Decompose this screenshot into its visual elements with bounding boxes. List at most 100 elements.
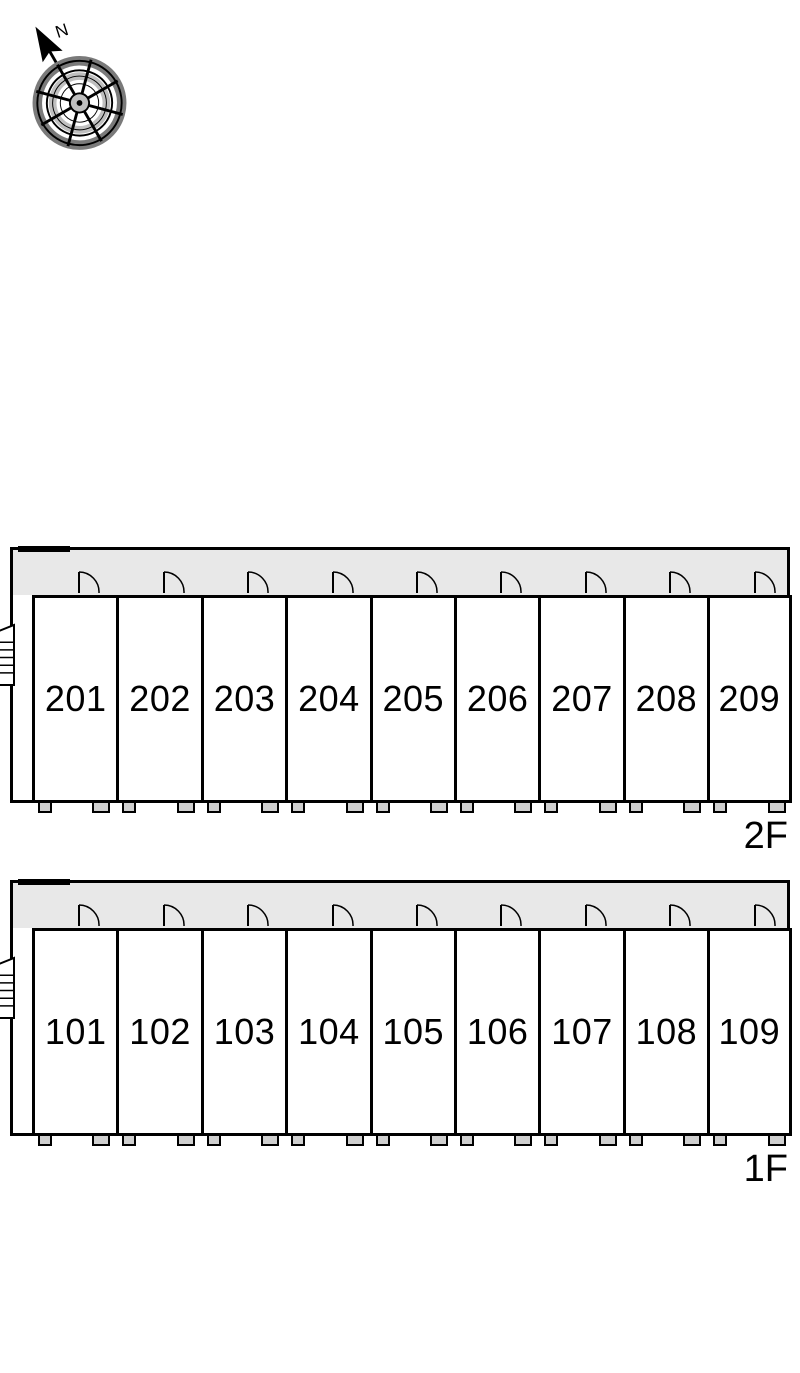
balcony-notch: [92, 1136, 110, 1146]
balcony-notch: [430, 803, 448, 813]
floor-1: 101 102 103 104 105 106 107 108 109 1F: [10, 880, 790, 1196]
unit-label: 104: [298, 1011, 360, 1053]
door-swing-icon: [500, 571, 522, 593]
unit-106: 106: [454, 928, 538, 1136]
door-swing-icon: [163, 904, 185, 926]
top-accent-bar: [18, 546, 70, 552]
top-accent-bar: [18, 879, 70, 885]
unit-label: 209: [719, 678, 781, 720]
unit-108: 108: [623, 928, 707, 1136]
unit-label: 207: [551, 678, 613, 720]
unit-207: 207: [538, 595, 622, 803]
unit-label: 109: [719, 1011, 781, 1053]
balcony-notch: [207, 803, 221, 813]
door-swing-icon: [332, 571, 354, 593]
compass-icon: N: [22, 10, 137, 165]
balcony-notch: [629, 803, 643, 813]
floor-2: 201 202 203 204 205206 207 208 209 2F: [10, 547, 790, 863]
door-swing-icon: [416, 571, 438, 593]
balcony-notch: [261, 803, 279, 813]
door-swing-icon: [163, 571, 185, 593]
unit-202: 202: [116, 595, 200, 803]
balcony-notch: [376, 803, 390, 813]
door-swing-icon: [585, 904, 607, 926]
unit-109: 109: [707, 928, 791, 1136]
balcony-notch: [599, 1136, 617, 1146]
balcony-notch: [346, 1136, 364, 1146]
unit-105: 105: [370, 928, 454, 1136]
unit-label: 101: [45, 1011, 107, 1053]
floor-label: 1F: [744, 1148, 788, 1191]
unit-104: 104: [285, 928, 369, 1136]
door-swing-icon: [247, 571, 269, 593]
unit-208: 208: [623, 595, 707, 803]
balcony-notch: [261, 1136, 279, 1146]
unit-label: 203: [214, 678, 276, 720]
door-swing-icon: [416, 904, 438, 926]
unit-209: 209: [707, 595, 791, 803]
unit-label: 205: [382, 678, 444, 720]
unit-label: 201: [45, 678, 107, 720]
balcony-notch: [177, 803, 195, 813]
balcony-notch: [376, 1136, 390, 1146]
unit-label: 202: [129, 678, 191, 720]
door-swing-icon: [332, 904, 354, 926]
balcony-notch: [207, 1136, 221, 1146]
unit-row: 101 102 103 104 105 106 107 108 109: [32, 928, 792, 1136]
unit-204: 204: [285, 595, 369, 803]
balcony-notch: [460, 803, 474, 813]
door-swing-icon: [669, 904, 691, 926]
balcony-notch: [514, 803, 532, 813]
balcony-notch: [92, 803, 110, 813]
unit-row: 201 202 203 204 205206 207 208 209: [32, 595, 792, 803]
unit-203: 203: [201, 595, 285, 803]
unit-201: 201: [32, 595, 116, 803]
balcony-notch: [460, 1136, 474, 1146]
unit-label: 102: [129, 1011, 191, 1053]
unit-label: 107: [551, 1011, 613, 1053]
stairs-icon: [0, 956, 16, 1020]
door-swing-icon: [78, 571, 100, 593]
unit-label: 204: [298, 678, 360, 720]
balcony-notch: [629, 1136, 643, 1146]
floorplan-canvas: N 201 202 203 204 205206 207 208 209: [0, 0, 800, 1373]
door-swing-icon: [247, 904, 269, 926]
floor-label: 2F: [744, 815, 788, 858]
balcony-notch: [544, 803, 558, 813]
unit-label: 208: [636, 678, 698, 720]
unit-label: 108: [636, 1011, 698, 1053]
balcony-notch: [122, 1136, 136, 1146]
balcony-notch: [346, 803, 364, 813]
unit-101: 101: [32, 928, 116, 1136]
unit-206: 206: [454, 595, 538, 803]
door-swing-icon: [669, 571, 691, 593]
door-swing-icon: [500, 904, 522, 926]
balcony-notch: [430, 1136, 448, 1146]
unit-label: 106: [467, 1011, 529, 1053]
unit-205: 205: [370, 595, 454, 803]
balcony-notch: [768, 1136, 786, 1146]
door-swing-icon: [585, 571, 607, 593]
door-swing-icon: [754, 904, 776, 926]
balcony-notch: [122, 803, 136, 813]
balcony-notch: [683, 1136, 701, 1146]
unit-102: 102: [116, 928, 200, 1136]
door-swing-icon: [754, 571, 776, 593]
balcony-notch: [514, 1136, 532, 1146]
stairs-icon: [0, 623, 16, 687]
svg-text:N: N: [53, 19, 71, 42]
unit-103: 103: [201, 928, 285, 1136]
balcony-notch: [544, 1136, 558, 1146]
balcony-notch: [38, 1136, 52, 1146]
balcony-notch: [713, 1136, 727, 1146]
balcony-notch: [683, 803, 701, 813]
balcony-notch: [38, 803, 52, 813]
unit-label: 105: [382, 1011, 444, 1053]
balcony-notch: [713, 803, 727, 813]
unit-107: 107: [538, 928, 622, 1136]
door-swing-icon: [78, 904, 100, 926]
unit-label: 103: [214, 1011, 276, 1053]
balcony-notch: [291, 803, 305, 813]
balcony-notch: [291, 1136, 305, 1146]
balcony-notch: [177, 1136, 195, 1146]
